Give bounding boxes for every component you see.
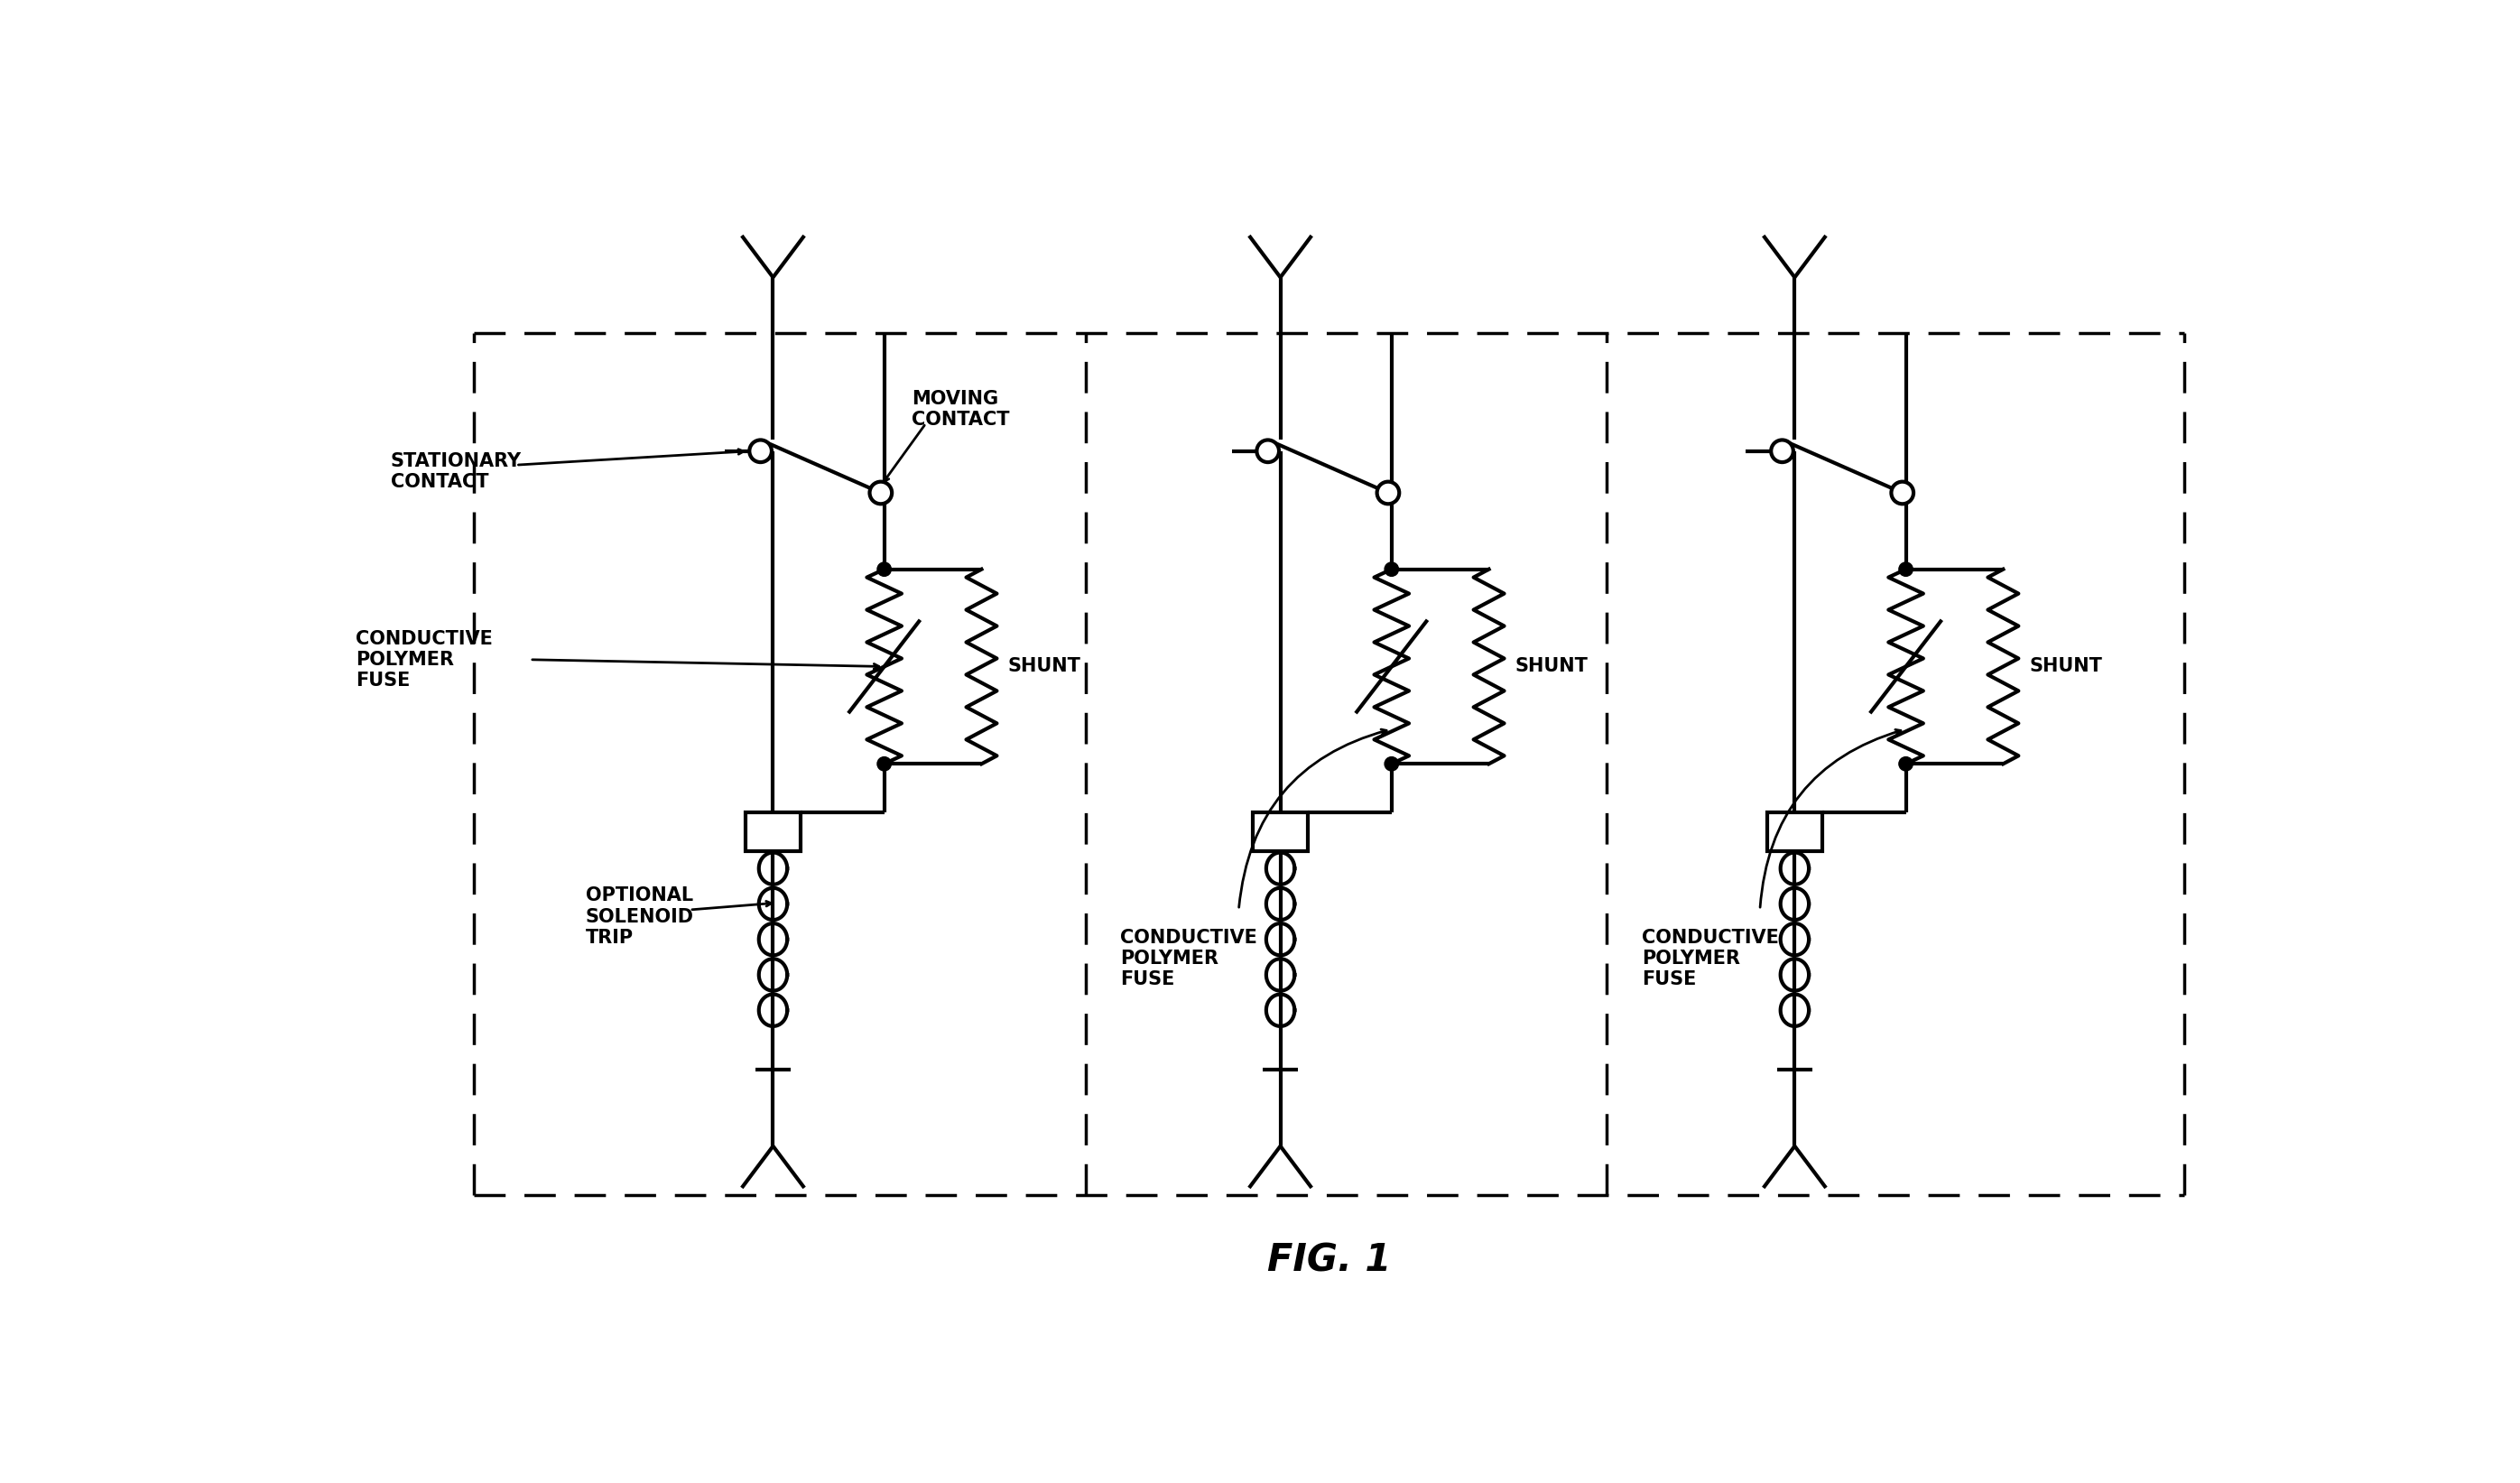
Text: CONDUCTIVE
POLYMER
FUSE: CONDUCTIVE POLYMER FUSE <box>1121 928 1257 989</box>
Circle shape <box>869 482 892 504</box>
Circle shape <box>1900 562 1913 577</box>
Circle shape <box>1893 482 1913 504</box>
Text: CONDUCTIVE
POLYMER
FUSE: CONDUCTIVE POLYMER FUSE <box>355 630 494 690</box>
Text: SHUNT: SHUNT <box>1515 657 1588 676</box>
Text: STATIONARY
CONTACT: STATIONARY CONTACT <box>391 452 522 491</box>
Bar <box>1252 813 1308 851</box>
Circle shape <box>1383 756 1399 771</box>
Text: SHUNT: SHUNT <box>2029 657 2102 676</box>
Circle shape <box>1772 440 1794 463</box>
Text: SHUNT: SHUNT <box>1008 657 1081 676</box>
Circle shape <box>748 440 771 463</box>
Circle shape <box>1257 440 1280 463</box>
Circle shape <box>877 756 892 771</box>
Circle shape <box>1383 562 1399 577</box>
Bar <box>1767 813 1822 851</box>
Circle shape <box>1376 482 1399 504</box>
Circle shape <box>1900 756 1913 771</box>
Text: MOVING
CONTACT: MOVING CONTACT <box>912 390 1011 429</box>
Bar <box>746 813 801 851</box>
Text: CONDUCTIVE
POLYMER
FUSE: CONDUCTIVE POLYMER FUSE <box>1641 928 1779 989</box>
Text: OPTIONAL
SOLENOID
TRIP: OPTIONAL SOLENOID TRIP <box>585 887 693 946</box>
Text: FIG. 1: FIG. 1 <box>1268 1241 1391 1280</box>
Circle shape <box>877 562 892 577</box>
